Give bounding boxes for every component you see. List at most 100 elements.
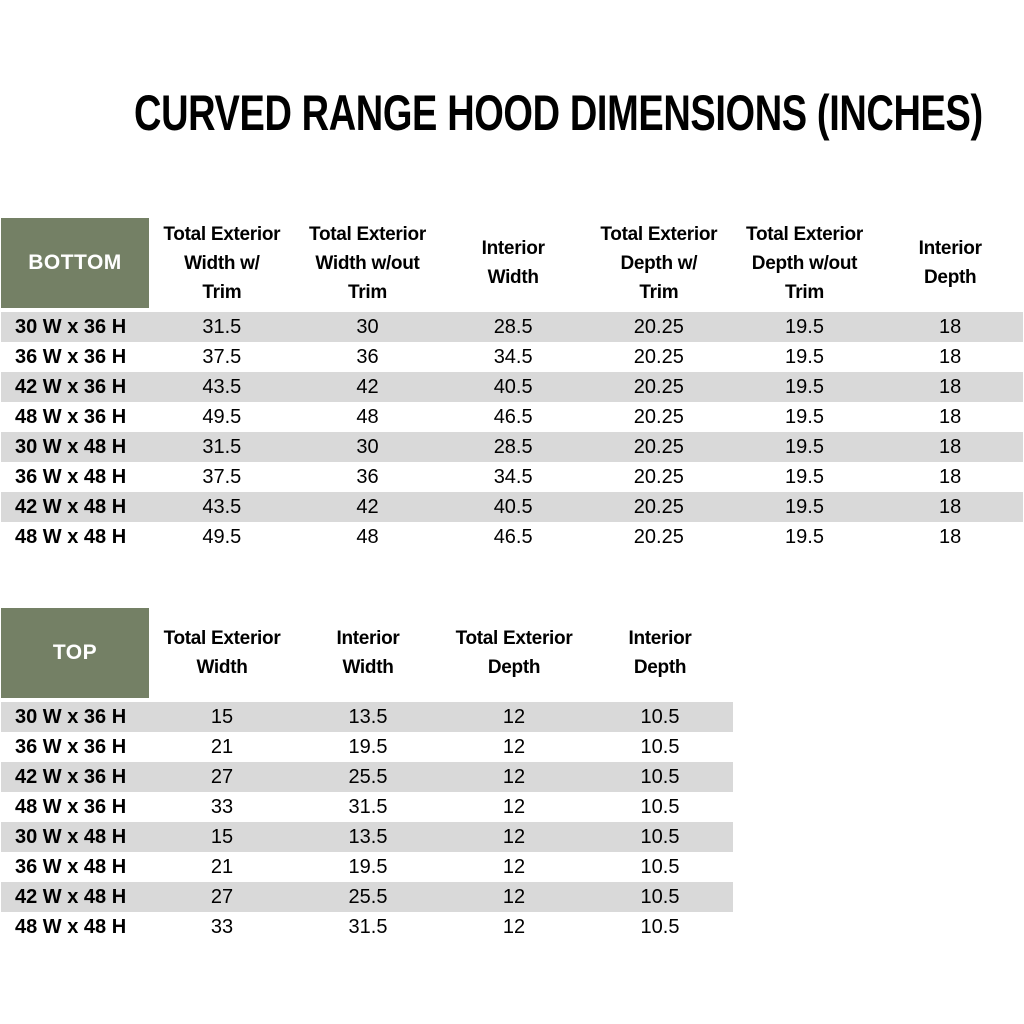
table-row: 48 W x 36 H 33 31.5 12 10.5 [1,792,733,822]
cell-value: 21 [210,856,234,878]
cell-value: 46.5 [493,526,533,548]
cell-value: 15 [210,706,234,728]
cell-value: 10.5 [640,706,680,728]
table-row: 30 W x 36 H 15 13.5 12 10.5 [1,702,733,732]
table-row: 30 W x 36 H 31.5 30 28.5 20.25 19.5 18 [1,312,1023,342]
cell-value: 33 [210,916,234,938]
cell-value: 33 [210,796,234,818]
cell-value: 21 [210,736,234,758]
row-label: 48 W x 48 H [15,526,127,548]
header-line: Interior [628,628,692,649]
cell-value: 28.5 [493,436,533,458]
header-line: Width [342,657,394,678]
table-row: 42 W x 36 H 27 25.5 12 10.5 [1,762,733,792]
cell-value: 19.5 [785,436,824,458]
table-row: 36 W x 48 H 37.5 36 34.5 20.25 19.5 18 [1,462,1023,492]
cell-value: 20.25 [633,526,684,548]
column-header-total-exterior-width-w-trim: Total Exterior Width w/ Trim [149,218,295,308]
header-line: Depth [633,657,687,678]
header-line: Trim [639,281,679,303]
cell-value: 20.25 [633,376,684,398]
cell-value: 31.5 [202,316,242,338]
cell-value: 12 [502,826,526,848]
cell-value: 19.5 [785,376,824,398]
table-row: 48 W x 48 H 49.5 48 46.5 20.25 19.5 18 [1,522,1023,552]
cell-value: 10.5 [640,796,680,818]
header-line: Total Exterior [600,223,718,245]
cell-value: 30 [356,436,379,458]
cell-value: 19.5 [785,526,824,548]
header-line: Total Exterior [455,628,573,649]
bottom-table-body: 30 W x 36 H 31.5 30 28.5 20.25 19.5 18 3… [1,312,1023,552]
cell-value: 12 [502,886,526,908]
header-line: Width w/ [184,252,260,274]
cell-value: 13.5 [348,706,388,728]
cell-value: 19.5 [785,406,824,428]
page-title-text: CURVED RANGE HOOD DIMENSIONS (INCHES) [134,85,983,141]
row-label: 30 W x 48 H [15,826,127,848]
cell-value: 19.5 [348,856,388,878]
row-label: 36 W x 48 H [15,466,127,488]
table-row: 30 W x 48 H 15 13.5 12 10.5 [1,822,733,852]
column-header-total-exterior-width: Total Exterior Width [149,608,295,698]
cell-value: 13.5 [348,826,388,848]
header-line: Trim [348,281,387,303]
row-label: 42 W x 48 H [15,496,127,518]
cell-value: 49.5 [202,526,242,548]
bottom-dimensions-table: BOTTOM Total Exterior Width w/ Trim Tota… [1,218,1023,552]
cell-value: 10.5 [640,826,680,848]
column-header-interior-depth: Interior Depth [587,608,733,698]
cell-value: 34.5 [493,466,533,488]
cell-value: 40.5 [493,496,533,518]
header-line: Interior [336,628,400,649]
table-row: 48 W x 48 H 33 31.5 12 10.5 [1,912,733,942]
row-label: 30 W x 36 H [15,706,127,728]
column-header-interior-width: Interior Width [440,218,586,308]
cell-value: 34.5 [493,346,533,368]
row-label: 36 W x 48 H [15,856,127,878]
header-line: Depth w/ [620,252,698,274]
column-header-total-exterior-depth-wout-trim: Total Exterior Depth w/out Trim [732,218,878,308]
row-label: 48 W x 48 H [15,916,127,938]
header-line: Trim [202,281,242,303]
cell-value: 46.5 [493,406,533,428]
cell-value: 12 [502,736,526,758]
cell-value: 43.5 [202,376,242,398]
header-line: Width w/out [315,252,420,274]
header-line: Interior [918,238,982,259]
table-row: 36 W x 48 H 21 19.5 12 10.5 [1,852,733,882]
cell-value: 15 [210,826,234,848]
bottom-table-corner-label: BOTTOM [1,218,149,308]
cell-value: 18 [939,376,962,398]
cell-value: 37.5 [202,346,242,368]
cell-value: 20.25 [633,466,684,488]
cell-value: 18 [939,496,962,518]
cell-value: 42 [356,496,379,518]
cell-value: 20.25 [633,436,684,458]
cell-value: 36 [356,346,379,368]
row-label: 36 W x 36 H [15,736,127,758]
header-line: Trim [785,281,824,303]
column-header-interior-depth: Interior Depth [877,218,1023,308]
cell-value: 25.5 [348,766,388,788]
cell-value: 10.5 [640,766,680,788]
row-label: 48 W x 36 H [15,796,127,818]
header-line: Depth [924,267,977,288]
header-line: Depth w/out [751,252,858,274]
header-line: Interior [481,238,545,259]
column-header-total-exterior-depth: Total Exterior Depth [441,608,587,698]
cell-value: 18 [939,436,962,458]
cell-value: 31.5 [348,916,388,938]
row-label: 30 W x 36 H [15,316,127,338]
cell-value: 12 [502,706,526,728]
bottom-table-header-row: BOTTOM Total Exterior Width w/ Trim Tota… [1,218,1023,308]
cell-value: 10.5 [640,856,680,878]
cell-value: 19.5 [785,316,824,338]
cell-value: 20.25 [633,316,684,338]
cell-value: 12 [502,796,526,818]
cell-value: 10.5 [640,736,680,758]
cell-value: 12 [502,916,526,938]
table-row: 42 W x 36 H 43.5 42 40.5 20.25 19.5 18 [1,372,1023,402]
cell-value: 42 [356,376,379,398]
